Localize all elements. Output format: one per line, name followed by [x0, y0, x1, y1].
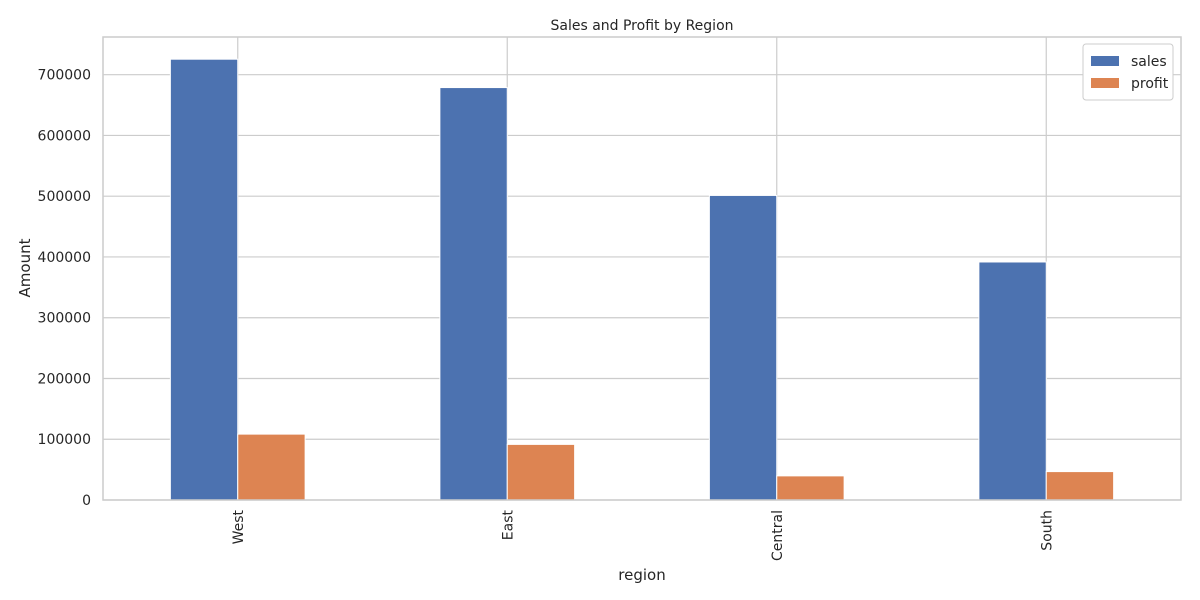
x-tick-label: Central	[770, 510, 786, 561]
legend-label-profit: profit	[1131, 76, 1169, 92]
legend-swatch-sales	[1091, 56, 1119, 66]
x-tick-label: South	[1039, 510, 1055, 551]
legend-swatch-profit	[1091, 78, 1119, 88]
y-tick-label: 200000	[38, 371, 91, 387]
bar-sales-west	[169, 58, 239, 501]
bar-profit-south	[1045, 471, 1115, 501]
y-axis-ticks: 0 100000 200000 300000 400000 500000 600000 700…	[38, 68, 91, 509]
bar-profit-west	[237, 433, 306, 501]
chart-title: Sales and Profit by Region	[550, 18, 733, 34]
legend[interactable]: sales profit	[1082, 43, 1174, 101]
plot-frame	[102, 36, 1182, 501]
bar-sales-south	[978, 261, 1047, 501]
bars	[169, 58, 1115, 501]
y-axis-label: Amount	[16, 238, 34, 297]
y-tick-label: 400000	[38, 250, 91, 266]
y-tick-label: 600000	[38, 128, 91, 144]
bar-profit-east	[506, 443, 576, 501]
y-tick-label: 300000	[38, 311, 91, 327]
bar-profit-central	[776, 475, 845, 501]
x-tick-label: East	[500, 510, 516, 541]
y-tick-label: 500000	[38, 189, 91, 205]
bar-sales-east	[439, 87, 508, 501]
x-axis-ticks: West East Central South	[231, 509, 1056, 560]
y-tick-label: 100000	[38, 432, 91, 448]
x-tick-label: West	[231, 509, 247, 544]
bar-sales-central	[708, 194, 778, 501]
y-tick-label: 700000	[38, 68, 91, 84]
x-axis-label: region	[618, 566, 665, 584]
y-tick-label: 0	[82, 493, 91, 509]
legend-label-sales: sales	[1131, 54, 1167, 70]
